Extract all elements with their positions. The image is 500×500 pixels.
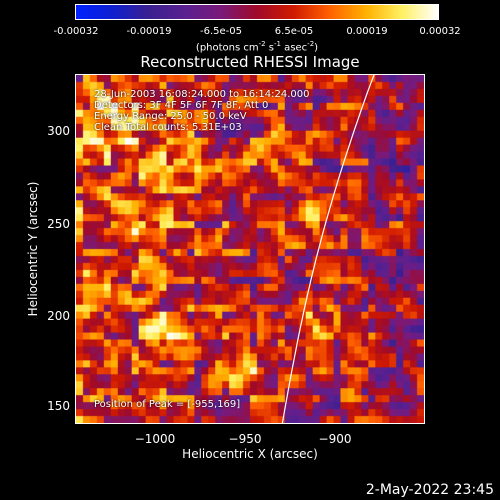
detectors-text: Detectors: 3F 4F 5F 6F 7F 8F, Att 0	[94, 100, 269, 111]
y-tick-label: 300	[47, 124, 70, 138]
x-tick-label: −900	[318, 432, 352, 446]
colorbar-tick-label: 0.00019	[346, 26, 388, 37]
y-axis-label: Heliocentric Y (arcsec)	[26, 181, 40, 317]
colorbar-unit-label: (photons cm-2 s-1 asec-2)	[195, 40, 319, 54]
rhessi-intensity-map	[76, 75, 424, 423]
x-axis-label: Heliocentric X (arcsec)	[182, 447, 318, 461]
colorbar-tick-label: -0.00032	[53, 26, 99, 37]
plot-title: Reconstructed RHESSI Image	[140, 53, 360, 71]
y-tick-label: 150	[47, 399, 70, 413]
colorbar	[75, 4, 439, 20]
image-plot-area: 28-Jun-2003 16:08:24.000 to 16:14:24.000…	[75, 74, 425, 424]
generation-date: 2-May-2022 23:45	[365, 482, 494, 498]
peak-position-text: Position of Peak = [-955,169]	[94, 399, 241, 410]
x-tick-label: −1000	[134, 432, 176, 446]
solar-limb-overlay	[281, 75, 375, 423]
solar-limb-line	[281, 75, 375, 423]
y-tick-label: 200	[47, 309, 70, 323]
colorbar-tick-label: 0.00032	[419, 26, 461, 37]
energy-range-text: Energy Range: 25.0 - 50.0 keV	[94, 111, 247, 122]
algorithm-counts-text: Clean Total counts: 5.31E+03	[94, 122, 242, 133]
colorbar-tick-label: 6.5e-05	[274, 26, 314, 37]
y-tick-label: 250	[47, 217, 70, 231]
time-range-text: 28-Jun-2003 16:08:24.000 to 16:14:24.000	[94, 89, 310, 100]
colorbar-tick-label: -0.00019	[126, 26, 172, 37]
x-tick-label: −950	[228, 432, 262, 446]
colorbar-tick-label: -6.5e-05	[200, 26, 242, 37]
